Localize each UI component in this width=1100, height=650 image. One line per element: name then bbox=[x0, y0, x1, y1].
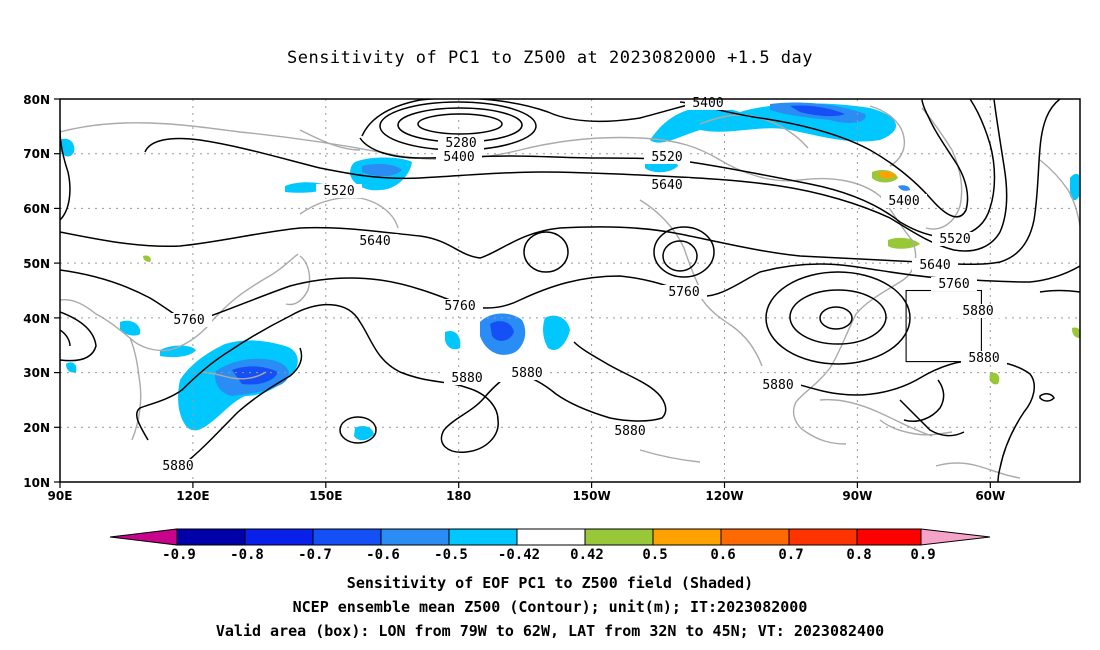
colorbar-swatch bbox=[516, 528, 586, 546]
lat-axis: 80N 70N 60N 50N 40N 30N 20N 10N bbox=[23, 93, 50, 490]
colorbar-label: 0.7 bbox=[778, 547, 803, 563]
contour-label: 5400 bbox=[443, 150, 474, 165]
contour-label-group: 5400 5280 5400 5520 5520 5640 5640 5760 … bbox=[155, 96, 1007, 474]
contour-label: 5640 bbox=[919, 258, 950, 273]
colorbar-label: -0.8 bbox=[230, 547, 264, 563]
lon-label: 90W bbox=[842, 489, 872, 503]
colorbar-swatch bbox=[788, 528, 858, 546]
lon-label: 180 bbox=[446, 489, 471, 503]
contour-label: 5760 bbox=[444, 299, 475, 314]
lat-label: 70N bbox=[23, 147, 50, 161]
colorbar-label: 0.42 bbox=[570, 547, 604, 563]
lat-label: 40N bbox=[23, 312, 50, 326]
contour-label: 5880 bbox=[762, 378, 793, 393]
colorbar-swatch bbox=[176, 528, 246, 546]
colorbar-swatch bbox=[720, 528, 790, 546]
plot-frame bbox=[59, 98, 1081, 483]
colorbar-label: 0.6 bbox=[710, 547, 735, 563]
contour-label: 5400 bbox=[888, 194, 919, 209]
colorbar-swatch bbox=[856, 528, 922, 546]
lon-label: 120E bbox=[176, 489, 209, 503]
coastlines bbox=[60, 105, 1080, 479]
colorbar-swatch bbox=[920, 528, 991, 546]
lon-label: 150E bbox=[309, 489, 342, 503]
contour-label: 5520 bbox=[939, 232, 970, 247]
contour-label: 5520 bbox=[651, 150, 682, 165]
lat-label: 60N bbox=[23, 202, 50, 216]
caption-valid-area: Valid area (box): LON from 79W to 62W, L… bbox=[215, 622, 885, 640]
map-title: Sensitivity of PC1 to Z500 at 2023082000… bbox=[286, 48, 813, 68]
contour-label: 5640 bbox=[651, 178, 682, 193]
contour-label: 5280 bbox=[445, 136, 476, 151]
colorbar-label: 0.9 bbox=[910, 547, 935, 563]
contour-label: 5760 bbox=[668, 285, 699, 300]
colorbar-label: 0.5 bbox=[642, 547, 667, 563]
colorbar-label: 0.8 bbox=[846, 547, 871, 563]
lat-label: 20N bbox=[23, 421, 50, 435]
lat-label: 10N bbox=[23, 476, 50, 490]
colorbar-swatch bbox=[312, 528, 382, 546]
colorbar-swatch bbox=[109, 528, 178, 546]
lon-label: 150W bbox=[572, 489, 610, 503]
contour-label: 5640 bbox=[359, 234, 390, 249]
caption-shading: Sensitivity of EOF PC1 to Z500 field (Sh… bbox=[346, 574, 754, 592]
lon-label: 90E bbox=[48, 489, 73, 503]
lon-label: 120W bbox=[705, 489, 743, 503]
contour-label: 5880 bbox=[968, 351, 999, 366]
contour-label: 5760 bbox=[173, 313, 204, 328]
colorbar-swatch bbox=[448, 528, 518, 546]
colorbar-label: -0.7 bbox=[298, 547, 332, 563]
z500-contours bbox=[60, 99, 1080, 482]
contour-label: 5520 bbox=[323, 184, 354, 199]
colorbar bbox=[109, 528, 991, 546]
tick-marks bbox=[54, 98, 991, 488]
sensitivity-shading bbox=[60, 102, 1080, 441]
contour-label: 5880 bbox=[162, 459, 193, 474]
colorbar-swatch bbox=[584, 528, 654, 546]
contour-label: 5760 bbox=[938, 277, 969, 292]
colorbar-label: -0.5 bbox=[434, 547, 468, 563]
lat-label: 80N bbox=[23, 93, 50, 107]
contour-label: 5880 bbox=[962, 304, 993, 319]
colorbar-label: -0.9 bbox=[162, 547, 196, 563]
lat-label: 50N bbox=[23, 257, 50, 271]
colorbar-labels: -0.9 -0.8 -0.7 -0.6 -0.5 -0.42 0.42 0.5 … bbox=[162, 547, 936, 563]
colorbar-label: -0.6 bbox=[366, 547, 400, 563]
caption-contour: NCEP ensemble mean Z500 (Contour); unit(… bbox=[292, 598, 808, 616]
contour-label: 5880 bbox=[511, 366, 542, 381]
lon-label: 60W bbox=[975, 489, 1005, 503]
colorbar-label: -0.42 bbox=[498, 547, 540, 563]
contour-label: 5880 bbox=[614, 424, 645, 439]
lat-label: 30N bbox=[23, 366, 50, 380]
colorbar-swatch bbox=[380, 528, 450, 546]
contour-label: 5880 bbox=[451, 371, 482, 386]
lon-axis: 90E 120E 150E 180 150W 120W 90W 60W bbox=[48, 489, 1006, 503]
colorbar-swatch bbox=[244, 528, 314, 546]
colorbar-swatch bbox=[652, 528, 722, 546]
